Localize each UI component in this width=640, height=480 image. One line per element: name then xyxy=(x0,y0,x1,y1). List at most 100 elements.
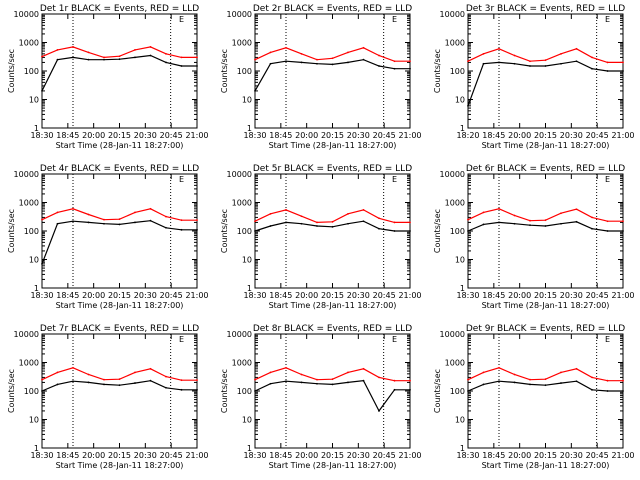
data-point-lld xyxy=(180,379,183,382)
data-point-lld xyxy=(254,220,256,223)
y-tick-label: 1 xyxy=(247,124,252,133)
data-point-events xyxy=(378,65,380,67)
data-point-lld xyxy=(362,208,365,211)
x-tick-label: 20:00 xyxy=(82,291,105,300)
data-point-lld xyxy=(467,218,469,221)
data-point-events xyxy=(165,386,167,389)
y-axis-label: Counts/sec xyxy=(7,369,16,413)
data-point-lld xyxy=(41,218,43,221)
data-point-lld xyxy=(409,221,411,224)
x-tick-label: 20:15 xyxy=(321,131,344,140)
x-tick-label: 20:15 xyxy=(534,131,557,140)
data-point-lld xyxy=(87,373,90,376)
data-point-lld xyxy=(56,371,59,374)
data-point-lld xyxy=(622,61,624,64)
chart-panel-5: Det 5r BLACK = Events, RED = LLD 1 10 100 10… xyxy=(220,164,422,310)
y-tick-label: 100 xyxy=(24,387,39,396)
x-tick-label: 20:45 xyxy=(373,291,396,300)
data-point-lld xyxy=(285,366,287,369)
data-point-events xyxy=(285,60,287,63)
data-point-lld xyxy=(87,51,90,54)
data-point-lld xyxy=(331,378,334,381)
data-point-events xyxy=(269,225,272,227)
x-tick-label: 20:00 xyxy=(295,291,318,300)
y-tick-label: 1000 xyxy=(232,199,252,208)
data-point-lld xyxy=(165,375,167,378)
data-point-lld xyxy=(180,219,183,222)
x-axis-label: Start Time (28-Jan-11 18:27:00) xyxy=(269,301,397,310)
y-tick-label: 1 xyxy=(34,284,39,293)
y-tick-label: 10000 xyxy=(440,330,465,339)
x-tick-label: 18:45 xyxy=(269,131,292,140)
y-tick-label: 1 xyxy=(34,124,39,133)
x-tick-label: 20:45 xyxy=(160,131,183,140)
y-tick-label: 1000 xyxy=(19,359,39,368)
chart-panel-7: Det 7r BLACK = Events, RED = LLD 1 10 100 10… xyxy=(7,324,209,470)
data-point-events xyxy=(513,222,516,225)
data-point-lld xyxy=(331,220,334,223)
x-tick-label: 20:15 xyxy=(108,451,131,460)
data-point-events xyxy=(316,62,318,65)
chart-title: Det 5r BLACK = Events, RED = LLD xyxy=(253,164,412,174)
data-point-events xyxy=(498,61,500,64)
x-axis-label: Start Time (28-Jan-11 18:27:00) xyxy=(482,141,610,150)
data-point-events xyxy=(72,220,74,223)
y-tick-label: 10000 xyxy=(227,330,252,339)
x-tick-label: 20:00 xyxy=(508,451,531,460)
chart-panel-8: Det 8r BLACK = Events, RED = LLD 1 10 100 10… xyxy=(220,324,422,470)
data-point-lld xyxy=(134,48,136,51)
data-point-lld xyxy=(482,371,485,374)
data-point-events xyxy=(87,221,90,224)
chart-panel-1: Det 1r BLACK = Events, RED = LLD 1 10 100 10… xyxy=(7,4,209,150)
data-point-lld xyxy=(331,57,334,60)
data-point-events xyxy=(300,61,303,64)
x-tick-label: 20:45 xyxy=(160,291,183,300)
chart-title: Det 1r BLACK = Events, RED = LLD xyxy=(40,4,199,14)
data-point-events xyxy=(269,382,272,385)
data-point-events xyxy=(467,390,469,392)
x-axis-label: Start Time (28-Jan-11 18:27:00) xyxy=(56,301,184,310)
x-tick-label: 20:45 xyxy=(160,451,183,460)
x-tick-label: 20:15 xyxy=(108,131,131,140)
data-point-lld xyxy=(482,211,485,214)
data-point-events xyxy=(165,61,167,64)
series-line-lld xyxy=(254,47,410,62)
data-point-lld xyxy=(529,378,531,381)
data-point-events xyxy=(134,221,136,224)
data-point-events xyxy=(56,383,59,386)
x-tick-label: 20:30 xyxy=(347,291,370,300)
x-tick-label: 18:30 xyxy=(30,451,53,460)
data-point-events xyxy=(622,70,624,72)
y-tick-label: 100 xyxy=(450,67,465,76)
data-point-lld xyxy=(285,208,287,211)
data-point-events xyxy=(482,62,485,65)
x-tick-label: 20:30 xyxy=(560,131,583,140)
chart-title: Det 4r BLACK = Events, RED = LLD xyxy=(40,164,199,174)
y-tick-label: 10 xyxy=(455,256,465,265)
chart-title: Det 8r BLACK = Events, RED = LLD xyxy=(253,324,412,334)
data-point-events xyxy=(41,90,43,92)
x-tick-label: 20:45 xyxy=(373,131,396,140)
data-point-lld xyxy=(165,215,167,218)
data-point-events xyxy=(591,227,593,230)
y-tick-label: 10000 xyxy=(227,10,252,19)
data-point-lld xyxy=(362,367,365,370)
data-point-events xyxy=(393,388,396,391)
data-point-lld xyxy=(606,61,609,64)
data-point-events xyxy=(378,227,380,230)
data-point-lld xyxy=(409,60,411,63)
chart-title: Det 7r BLACK = Events, RED = LLD xyxy=(40,324,199,334)
data-point-events xyxy=(56,222,59,225)
y-axis-label: Counts/sec xyxy=(7,49,16,93)
data-point-lld xyxy=(196,56,198,59)
y-tick-label: 10 xyxy=(242,256,252,265)
data-point-lld xyxy=(300,373,303,376)
data-point-events xyxy=(575,220,578,223)
data-point-lld xyxy=(409,379,411,382)
marker-label: E xyxy=(179,15,184,24)
data-point-lld xyxy=(467,60,469,63)
x-tick-label: 20:15 xyxy=(108,291,131,300)
x-tick-label: 18:45 xyxy=(482,451,505,460)
y-tick-label: 1000 xyxy=(445,199,465,208)
y-tick-label: 1000 xyxy=(19,199,39,208)
